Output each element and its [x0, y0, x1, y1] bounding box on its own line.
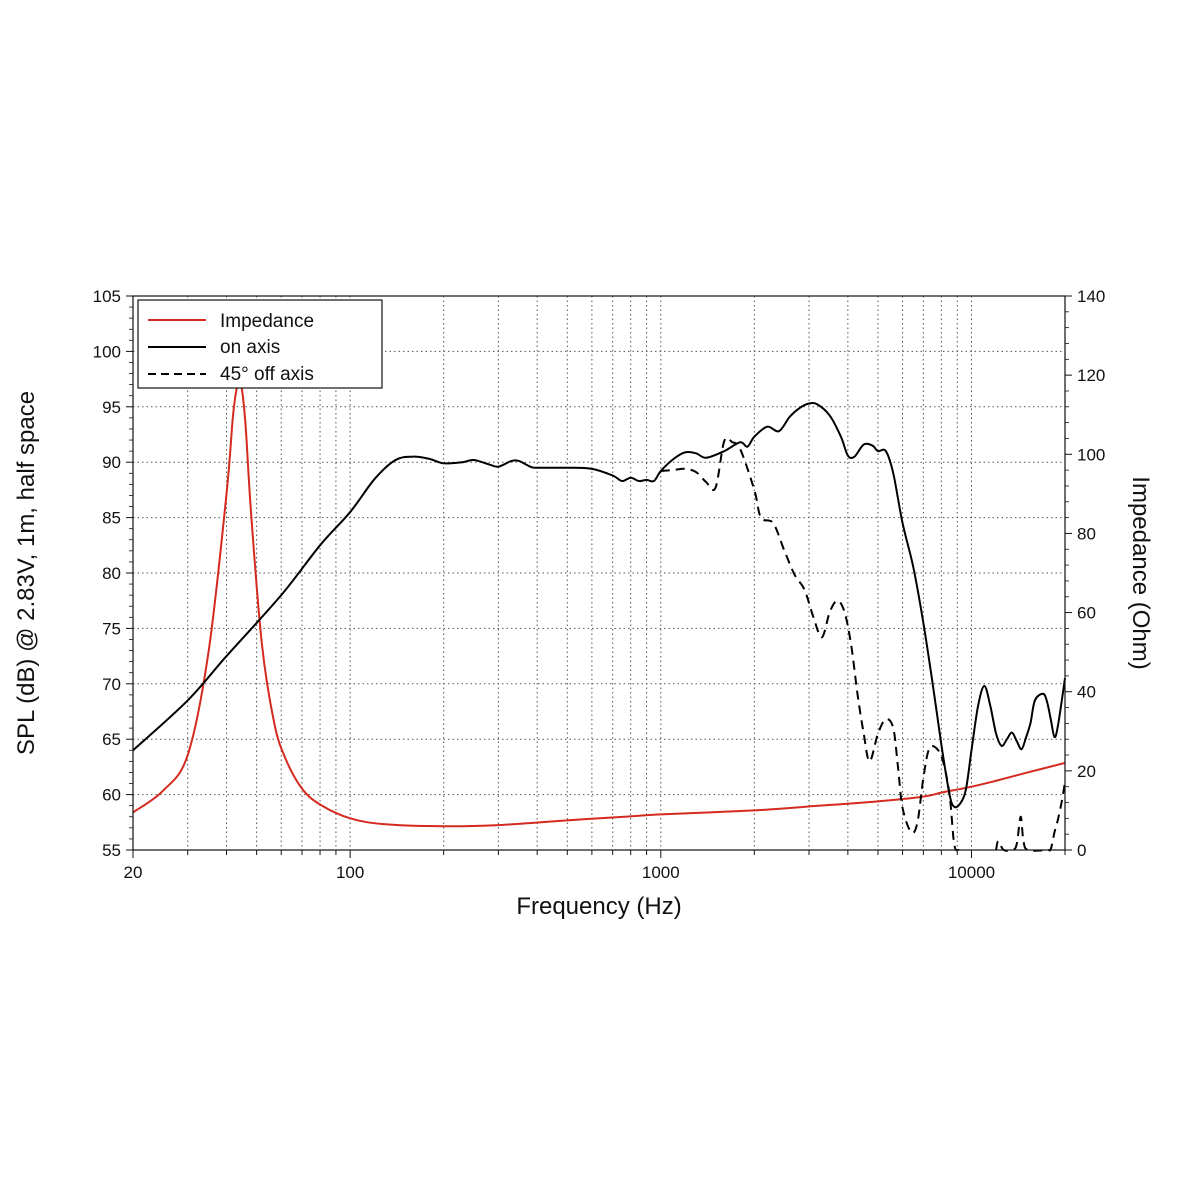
legend-label-on-axis: on axis [220, 337, 280, 358]
x-tick-label: 1000 [642, 863, 680, 882]
y-left-tick-label: 55 [102, 841, 121, 860]
y-left-tick-label: 80 [102, 564, 121, 583]
y-right-tick-label: 100 [1077, 445, 1105, 464]
y-right-tick-label: 40 [1077, 683, 1096, 702]
legend: Impedance on axis 45° off axis [137, 299, 383, 389]
y-right-tick-label: 120 [1077, 366, 1105, 385]
legend-label-off-axis: 45° off axis [220, 364, 314, 385]
y-right-tick-label: 20 [1077, 762, 1096, 781]
series-line-impedance [132, 377, 1066, 828]
y-right-tick-label: 80 [1077, 524, 1096, 543]
ticks-layer: 55 60 65 70 75 80 85 90 95 100 105 0 20 40 60 80 100 120 1… [93, 287, 1106, 882]
legend-label-impedance: Impedance [220, 311, 314, 332]
series-line-off-axis [660, 436, 960, 852]
x-tick-label: 10000 [948, 863, 995, 882]
x-tick-label: 100 [336, 863, 364, 882]
y-left-tick-label: 65 [102, 730, 121, 749]
y-left-tick-label: 85 [102, 509, 121, 528]
y-left-tick-label: 75 [102, 619, 121, 638]
y-right-axis-title: Impedance (Ohm) [1127, 476, 1154, 669]
y-left-tick-label: 100 [93, 342, 121, 361]
y-left-tick-label: 90 [102, 453, 121, 472]
y-left-tick-label: 105 [93, 287, 121, 306]
series-line-off-axis [995, 782, 1066, 852]
series-line-on-axis [132, 402, 1066, 809]
y-left-tick-label: 60 [102, 786, 121, 805]
y-left-tick-label: 70 [102, 675, 121, 694]
y-left-axis-title: SPL (dB) @ 2.83V, 1m, half space [13, 391, 40, 755]
x-tick-label: 20 [124, 863, 143, 882]
y-right-tick-label: 60 [1077, 604, 1096, 623]
y-right-tick-label: 140 [1077, 287, 1105, 306]
series-layer [132, 377, 1066, 852]
y-right-tick-label: 0 [1077, 841, 1086, 860]
x-axis-title: Frequency (Hz) [516, 893, 681, 920]
y-left-tick-label: 95 [102, 398, 121, 417]
